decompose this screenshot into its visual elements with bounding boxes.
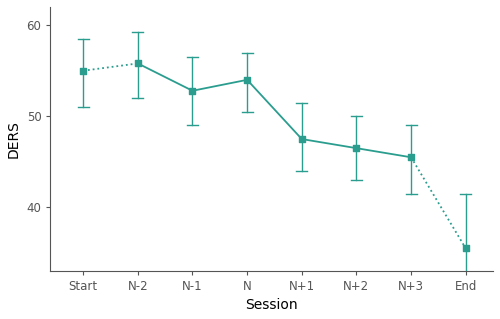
Point <box>298 137 306 142</box>
Point <box>134 61 142 66</box>
Point <box>407 155 415 160</box>
Y-axis label: DERS: DERS <box>7 120 21 158</box>
Point <box>462 246 469 251</box>
Point <box>243 77 251 82</box>
Point <box>352 145 360 151</box>
X-axis label: Session: Session <box>246 298 298 312</box>
Point <box>79 68 87 73</box>
Point <box>188 88 196 93</box>
